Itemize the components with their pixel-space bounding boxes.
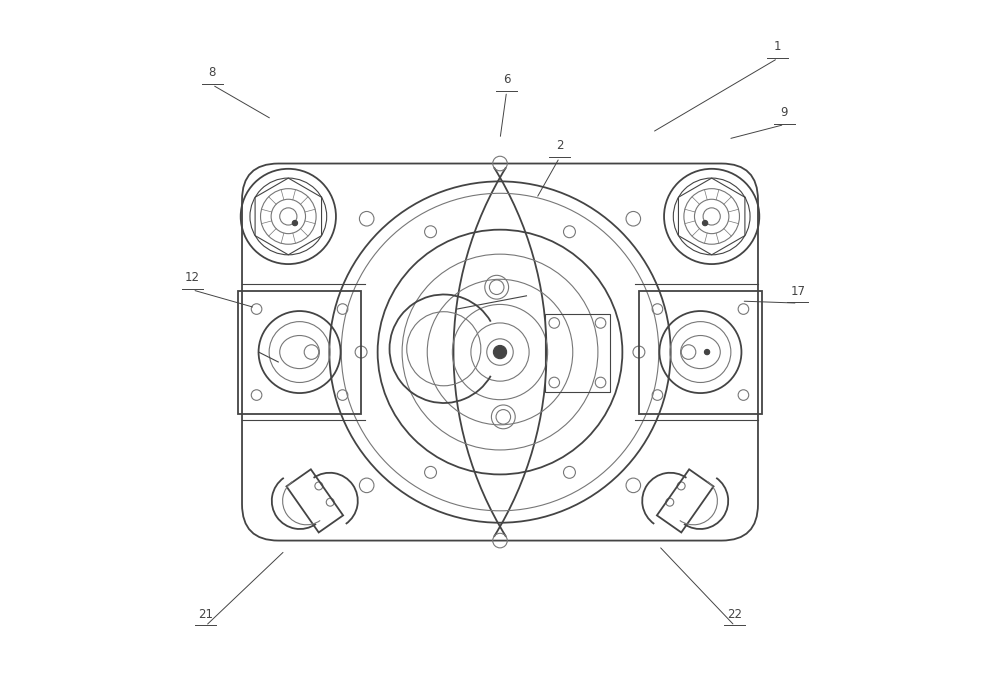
Text: 12: 12 — [185, 271, 200, 284]
Bar — [286, 469, 343, 533]
Text: 17: 17 — [790, 285, 805, 298]
Text: 6: 6 — [503, 73, 510, 86]
Text: 8: 8 — [209, 66, 216, 80]
Bar — [238, 290, 361, 414]
Text: 22: 22 — [727, 608, 742, 620]
Circle shape — [493, 346, 507, 358]
Bar — [657, 469, 714, 533]
Text: 21: 21 — [198, 608, 213, 620]
Text: 1: 1 — [774, 40, 782, 53]
Bar — [639, 290, 762, 414]
Text: 2: 2 — [556, 139, 563, 152]
Circle shape — [704, 350, 710, 354]
Circle shape — [292, 221, 298, 225]
Text: 9: 9 — [781, 106, 788, 119]
Bar — [545, 314, 610, 391]
Circle shape — [702, 221, 708, 225]
